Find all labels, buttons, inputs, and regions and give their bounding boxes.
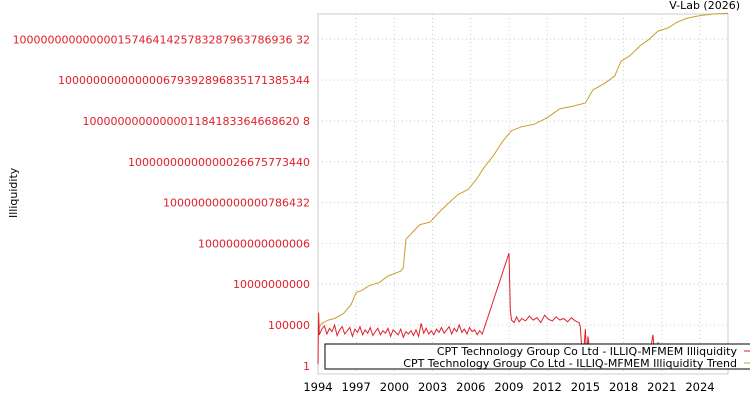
y-tick-label: 1: [303, 360, 310, 373]
legend: CPT Technology Group Co Ltd - ILLIQ-MFME…: [324, 343, 750, 370]
y-tick-label: 1000000000000001574641425783287963786936…: [13, 33, 310, 46]
x-tick-label: 2015: [571, 380, 600, 394]
y-tick-label: 100000000000000786432: [163, 197, 310, 210]
x-tick-label: 2009: [494, 380, 523, 394]
y-tick-label: 10000000000: [233, 278, 310, 291]
y-tick-label: 1000000000000001184183364668620 8: [83, 115, 310, 128]
chart-title: V-Lab (2026): [669, 0, 740, 12]
x-tick-label: 2018: [609, 380, 638, 394]
legend-box: [324, 343, 750, 370]
legend-label-illiquidity: CPT Technology Group Co Ltd - ILLIQ-MFME…: [437, 345, 738, 358]
x-tick-label: 1997: [342, 380, 371, 394]
legend-label-trend: CPT Technology Group Co Ltd - ILLIQ-MFME…: [403, 357, 737, 370]
x-tick-label: 2000: [380, 380, 409, 394]
y-tick-label: 1000000000000006: [198, 237, 310, 250]
y-tick-label: 100000: [268, 319, 310, 332]
y-tick-label: 100000000000000679392896835171385344: [58, 74, 310, 87]
plot-area: [317, 13, 729, 375]
illiquidity-trend-line: [317, 12, 729, 330]
x-tick-label: 2003: [418, 380, 447, 394]
x-tick-label: 2012: [533, 380, 562, 394]
x-tick-label: 2024: [685, 380, 714, 394]
x-tick-label: 2006: [456, 380, 485, 394]
y-axis: 1 100000 10000000000 1000000000000006 100000…: [13, 33, 310, 373]
x-tick-label: 1994: [303, 380, 332, 394]
y-tick-label: 10000000000000026675773440: [128, 156, 310, 169]
x-tick-label: 2021: [647, 380, 676, 394]
x-axis: 1994 1997 2000 2003 2006 2009 2012 2015 2018 2021…: [303, 380, 714, 394]
y-axis-label: Illiquidity: [7, 167, 20, 218]
grid: [317, 14, 728, 374]
